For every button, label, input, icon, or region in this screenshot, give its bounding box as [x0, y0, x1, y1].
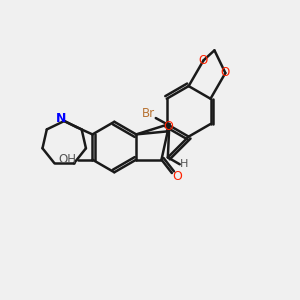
Text: OH: OH	[58, 153, 76, 166]
Text: O: O	[172, 169, 182, 182]
Text: O: O	[164, 121, 173, 134]
Text: O: O	[199, 54, 208, 67]
Text: Br: Br	[142, 107, 154, 120]
Text: O: O	[221, 67, 230, 80]
Text: H: H	[180, 159, 188, 169]
Text: N: N	[56, 112, 66, 124]
